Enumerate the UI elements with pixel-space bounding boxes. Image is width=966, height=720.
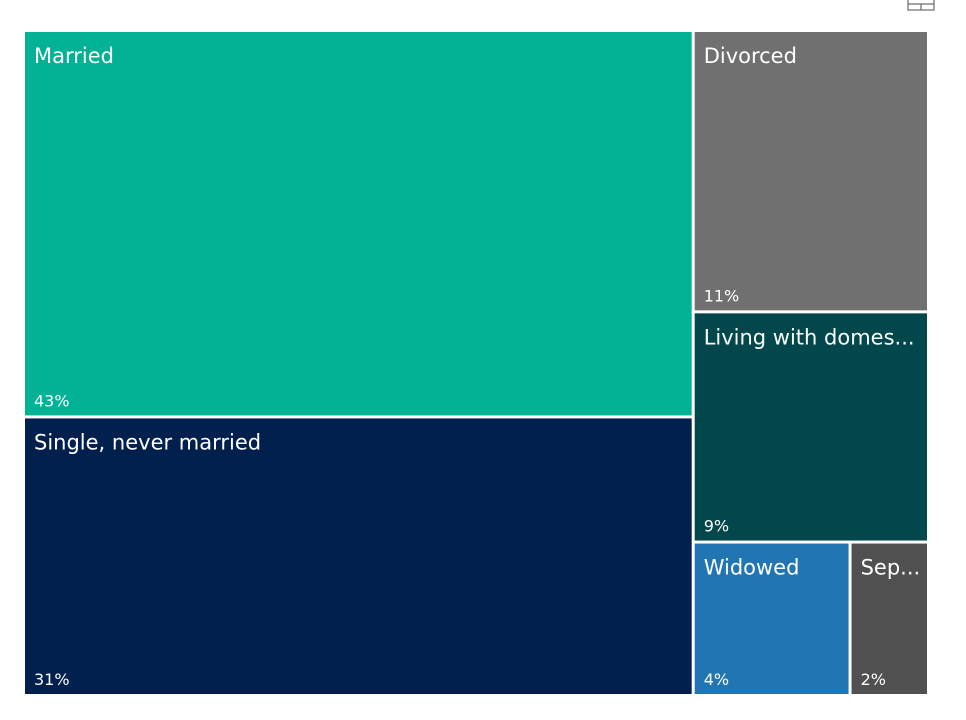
tile-label-married: Married: [34, 44, 114, 68]
tile-rect-living-with-domestic-partner[interactable]: [694, 313, 927, 541]
tile-percent-single-never-married: 31%: [34, 670, 70, 689]
tile-rect-single-never-married[interactable]: [25, 418, 692, 694]
tile-separated[interactable]: Sep... 2%: [851, 543, 927, 694]
tile-rect-separated[interactable]: [851, 543, 927, 694]
tile-widowed[interactable]: Widowed 4%: [694, 543, 849, 694]
tile-label-widowed: Widowed: [704, 556, 800, 580]
tile-living-with-domestic-partner[interactable]: Living with domes... 9%: [694, 313, 927, 541]
focus-mode-icon[interactable]: [907, 0, 935, 11]
tile-percent-separated: 2%: [861, 670, 886, 689]
tile-label-living-with-domestic-partner: Living with domes...: [704, 325, 915, 349]
tile-single-never-married[interactable]: Single, never married 31%: [25, 418, 692, 694]
tile-rect-married[interactable]: [25, 32, 692, 416]
tile-percent-living-with-domestic-partner: 9%: [704, 517, 729, 536]
treemap-tiles: Married 43% Single, never married 31% Divorc…: [25, 32, 927, 694]
tile-label-divorced: Divorced: [704, 44, 797, 68]
tile-label-single-never-married: Single, never married: [34, 430, 261, 454]
tile-married[interactable]: Married 43%: [25, 32, 692, 416]
tile-divorced[interactable]: Divorced 11%: [694, 32, 927, 311]
tile-label-separated: Sep...: [861, 556, 921, 580]
tile-percent-divorced: 11%: [704, 286, 740, 305]
tile-percent-married: 43%: [34, 391, 70, 410]
tile-percent-widowed: 4%: [704, 670, 729, 689]
tile-rect-divorced[interactable]: [694, 32, 927, 311]
tile-rect-widowed[interactable]: [694, 543, 849, 694]
